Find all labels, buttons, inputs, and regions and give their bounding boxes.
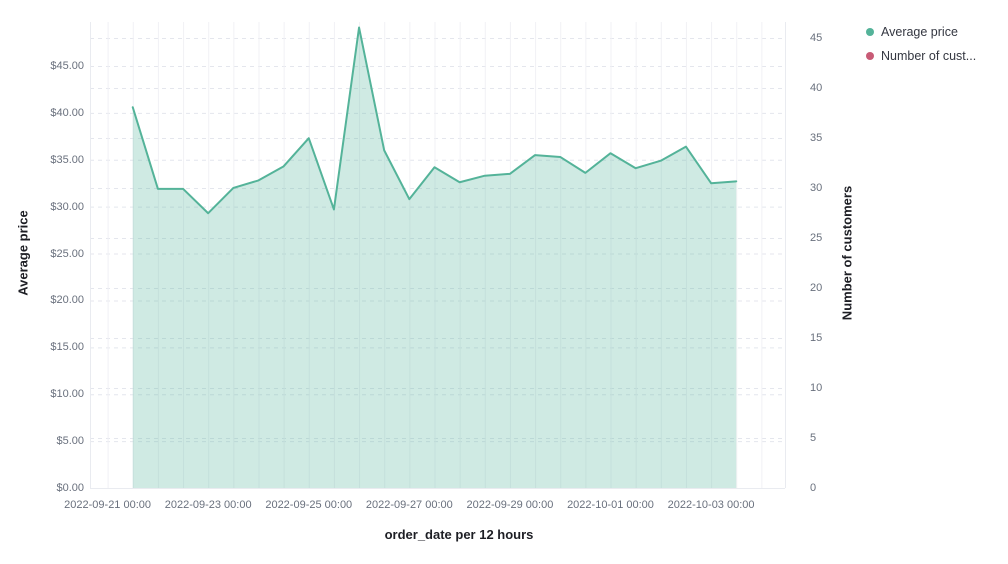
left-axis-tick-label: $5.00 (56, 435, 84, 448)
right-axis-tick-label: 10 (810, 382, 823, 394)
legend-label: Average price (881, 25, 958, 39)
legend-label: Number of cust... (881, 49, 977, 63)
legend-item-average-price[interactable]: Average price (866, 24, 976, 40)
x-axis-tick-label: 2022-09-25 00:00 (265, 499, 353, 511)
right-axis-tick-label: 30 (810, 182, 823, 194)
left-axis-tick-label: $0.00 (56, 482, 84, 494)
legend-swatch-green (866, 28, 874, 36)
x-axis-tick-label: 2022-09-27 00:00 (365, 499, 453, 511)
left-axis-tick-label: $45.00 (50, 59, 84, 72)
left-axis-tick-label: $25.00 (50, 247, 84, 260)
right-axis-tick-label: 25 (810, 232, 823, 244)
right-axis-tick-label: 20 (810, 282, 823, 294)
left-axis-tick-label: $40.00 (50, 106, 84, 119)
legend-item-number-of-customers[interactable]: Number of cust... (866, 48, 976, 64)
left-axis-tick-label: $35.00 (50, 153, 84, 166)
x-axis-tick-label: 2022-10-01 00:00 (567, 499, 654, 511)
right-axis-tick-label: 5 (810, 432, 817, 444)
legend-swatch-pink (866, 52, 874, 60)
area-fill-average-price (132, 27, 737, 488)
left-axis-tick-label: $10.00 (50, 388, 84, 401)
left-axis-tick-label: $15.00 (50, 341, 84, 354)
right-axis-tick-label: 0 (810, 482, 817, 494)
x-axis-tick-label: 2022-09-21 00:00 (64, 499, 152, 511)
right-axis-title: Number of customers (839, 185, 855, 321)
left-axis-tick-label: $20.00 (50, 294, 84, 307)
right-axis-tick-label: 15 (810, 332, 823, 344)
x-axis-tick-label: 2022-09-23 00:00 (164, 499, 252, 511)
series-line-average-price (131, 26, 738, 215)
x-axis-tick-label: 2022-09-29 00:00 (466, 499, 554, 511)
left-axis-tick-label: $30.00 (50, 200, 84, 213)
legend: Average price Number of cust... (866, 24, 976, 64)
right-axis-tick-label: 45 (810, 32, 823, 44)
x-axis-title: order_date per 12 hours (384, 527, 534, 542)
x-axis-tick-label: 2022-10-03 00:00 (667, 499, 755, 511)
left-axis-title: Average price (15, 210, 31, 296)
right-axis-tick-label: 35 (810, 132, 823, 144)
right-axis-tick-label: 40 (810, 82, 823, 94)
